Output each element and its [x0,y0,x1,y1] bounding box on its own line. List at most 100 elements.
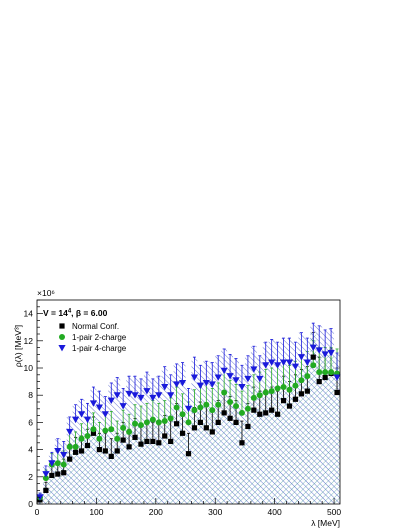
point-1-pair-2-charge [96,435,103,442]
point-normal-conf [108,453,114,459]
point-1-pair-4-charge [196,382,204,390]
point-1-pair-2-charge [126,428,133,435]
band-normal [316,357,323,504]
point-1-pair-4-charge [208,381,216,388]
point-1-pair-4-charge [274,362,282,369]
point-1-pair-2-charge [173,404,180,411]
point-1-pair-4-charge [173,381,181,388]
point-1-pair-4-charge [268,359,276,366]
point-1-pair-2-charge [203,401,210,408]
band-normal [292,374,299,504]
point-normal-conf [84,442,91,449]
x-tick-label: 500 [327,507,341,517]
y-tick-label: 0 [28,499,33,509]
point-1-pair-4-charge [202,379,210,387]
legend-marker-1-pair-4-charge [58,345,66,352]
point-normal-conf [138,441,144,447]
band-normal [72,437,79,504]
band-normal [328,348,335,504]
y-tick-label: 2 [28,472,33,482]
band-normal [215,400,222,504]
point-normal-conf [227,415,233,421]
point-1-pair-4-charge [297,354,305,361]
point-normal-conf [239,440,245,446]
point-normal-conf [245,423,251,430]
point-normal-conf [215,419,221,425]
y-tick-label: 14 [24,309,34,319]
point-1-pair-2-charge [108,426,115,433]
point-1-pair-4-charge [178,379,187,387]
point-1-pair-4-charge [315,347,323,354]
point-1-pair-2-charge [42,475,49,482]
point-normal-conf [275,411,281,417]
point-1-pair-2-charge [161,418,168,425]
point-1-pair-4-charge [250,366,258,373]
point-1-pair-2-charge [238,409,245,416]
band-normal [114,433,121,504]
y-tick-label: 6 [28,417,33,427]
point-1-pair-4-charge [83,416,92,424]
point-1-pair-4-charge [155,392,163,399]
point-1-pair-4-charge [95,404,103,411]
band-normal [42,482,49,504]
band-normal [179,412,186,504]
band-normal [304,366,311,504]
band-normal [173,403,180,504]
band-normal [185,433,192,504]
band-normal [167,421,174,504]
point-normal-conf [280,398,287,404]
band-normal [54,461,61,504]
band-normal [262,389,269,504]
band-normal [191,407,198,504]
point-normal-conf [174,421,180,427]
band-normal [48,464,55,504]
point-normal-conf [179,430,186,436]
point-1-pair-2-charge [185,419,192,426]
point-1-pair-2-charge [60,461,67,468]
point-normal-conf [233,419,239,425]
point-1-pair-2-charge [209,407,216,414]
point-1-pair-4-charge [137,394,145,402]
point-1-pair-2-charge [167,415,174,422]
band-normal [334,368,340,504]
point-1-pair-2-charge [191,407,198,414]
point-1-pair-2-charge [256,392,263,399]
legend-label-normal-conf: Normal Conf. [72,322,119,331]
y-tick-label: 10 [24,363,34,373]
point-normal-conf [316,379,322,385]
point-1-pair-2-charge [328,369,335,376]
point-1-pair-4-charge [119,403,127,410]
point-1-pair-4-charge [321,351,329,358]
point-1-pair-2-charge [155,419,162,426]
point-normal-conf [286,403,293,409]
legend: V = 144, β = 6.00 Normal Conf. 1-pair 2-c… [43,308,127,353]
point-1-pair-2-charge [292,382,299,389]
x-tick-label: 200 [149,507,163,517]
point-1-pair-4-charge [48,460,56,467]
legend-marker-1-pair-2-charge [59,334,65,340]
point-1-pair-4-charge [42,471,50,478]
point-normal-conf [304,388,310,394]
point-1-pair-4-charge [167,392,175,399]
point-normal-conf [298,391,304,397]
point-normal-conf [96,447,102,453]
point-normal-conf [150,438,156,445]
band-normal [233,400,239,504]
band-normal [143,422,150,504]
error-bars [38,322,339,500]
y-tick-label: 8 [28,390,33,400]
point-1-pair-4-charge [184,405,193,413]
band-normal [161,415,168,504]
y-axis-ticks: 0 2 4 6 8 10 12 14 [24,299,43,509]
band-normal [155,423,162,504]
point-normal-conf [251,407,257,413]
band-normal [102,433,109,504]
band-normal [221,391,228,504]
point-1-pair-4-charge [303,359,311,366]
point-normal-conf [257,411,263,417]
point-normal-conf [120,437,126,443]
point-normal-conf [168,438,174,445]
point-normal-conf [67,456,73,462]
band-normal [138,425,144,504]
point-1-pair-2-charge [316,369,323,376]
